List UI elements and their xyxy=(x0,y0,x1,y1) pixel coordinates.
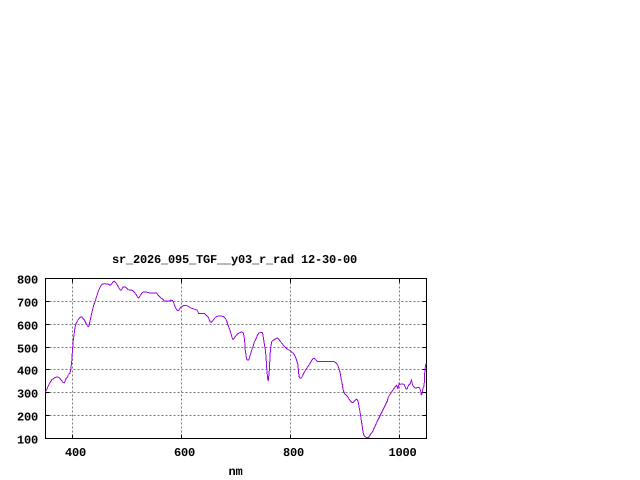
svg-text:400: 400 xyxy=(17,365,38,379)
svg-text:100: 100 xyxy=(17,434,38,448)
svg-text:300: 300 xyxy=(17,388,38,402)
svg-text:600: 600 xyxy=(17,320,38,334)
svg-text:1000: 1000 xyxy=(388,446,416,460)
svg-text:500: 500 xyxy=(17,343,38,357)
svg-text:800: 800 xyxy=(17,274,38,288)
svg-text:200: 200 xyxy=(17,411,38,425)
svg-text:nm: nm xyxy=(228,465,242,479)
svg-text:sr_2026_095_TGF__y03_r_rad 12-: sr_2026_095_TGF__y03_r_rad 12-30-00 xyxy=(112,253,357,267)
svg-text:800: 800 xyxy=(283,446,304,460)
svg-text:400: 400 xyxy=(65,446,86,460)
svg-text:700: 700 xyxy=(17,297,38,311)
svg-text:600: 600 xyxy=(174,446,195,460)
